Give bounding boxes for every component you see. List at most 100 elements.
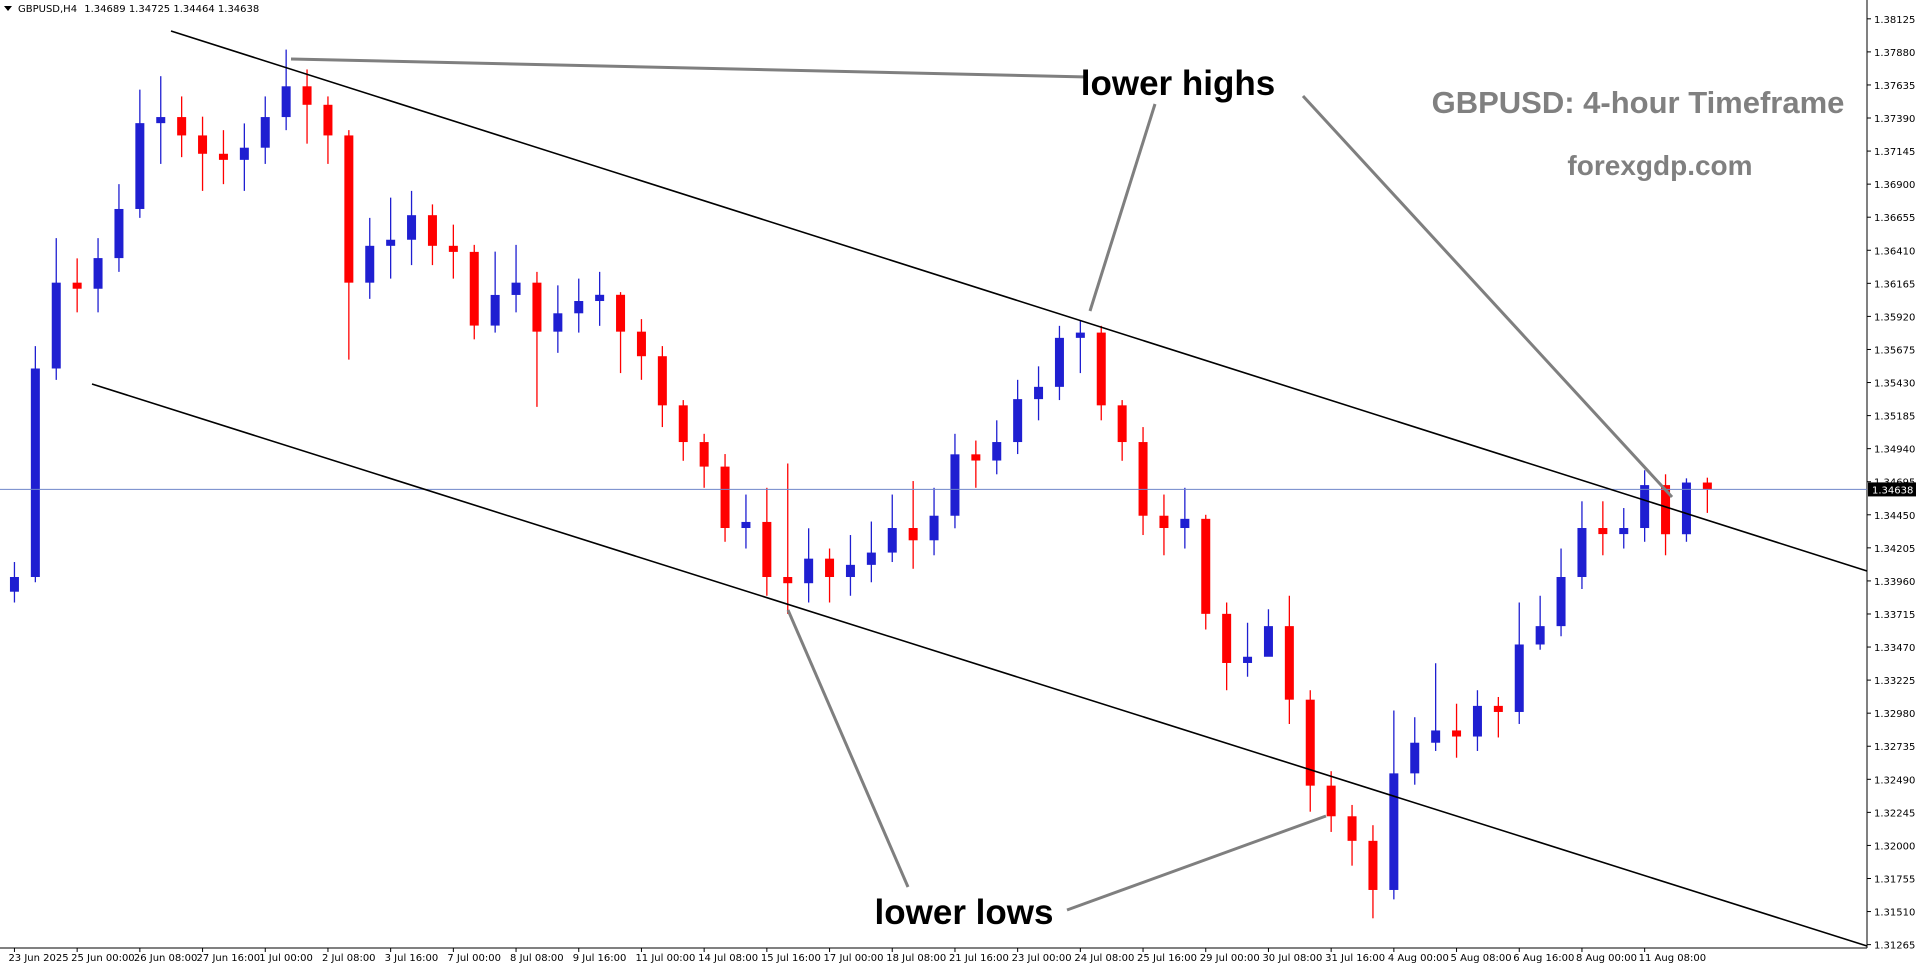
lower-channel-line [91, 383, 1868, 947]
candle-body [1243, 656, 1253, 663]
candle-body [1493, 705, 1503, 712]
drawings [91, 30, 1868, 947]
x-tick-label: 23 Jul 00:00 [1012, 953, 1072, 964]
y-tick-label: 1.36410 [1874, 246, 1915, 257]
candle-body [177, 117, 187, 136]
menu-arrow [4, 6, 12, 11]
candle-body [804, 558, 814, 584]
candle-body [135, 123, 145, 209]
candle-body [1096, 332, 1106, 406]
candle-body [1702, 482, 1712, 490]
x-tick-label: 11 Jul 00:00 [635, 953, 695, 964]
candle-body [762, 521, 772, 578]
last-low: 1.34464 [173, 4, 214, 15]
x-tick-label: 23 Jun 2025 [8, 953, 68, 964]
x-tick-label: 30 Jul 08:00 [1262, 953, 1322, 964]
x-tick-label: 8 Jul 08:00 [510, 953, 564, 964]
y-tick-label: 1.32245 [1874, 808, 1915, 819]
info-label: GBPUSD,H4 1.34689 1.34725 1.34464 1.3463… [18, 4, 259, 15]
y-tick-label: 1.31265 [1874, 941, 1915, 952]
pointer [1301, 94, 1674, 499]
candle-body [1598, 528, 1608, 535]
annotation: lower lows [875, 893, 1054, 932]
candle-body [1535, 626, 1545, 645]
x-tick-label: 3 Jul 16:00 [385, 953, 439, 964]
candle-body [260, 117, 270, 148]
candle-body [1201, 518, 1211, 614]
y-tick-label: 1.36900 [1874, 180, 1915, 191]
candle-body [574, 301, 584, 314]
y-tick-label: 1.33715 [1874, 610, 1915, 621]
candle-body [1681, 482, 1691, 535]
candle-body [1556, 577, 1566, 627]
y-tick-label: 1.33470 [1874, 643, 1915, 654]
candle-body [1431, 730, 1441, 743]
y-tick-label: 1.37880 [1874, 48, 1915, 59]
annotation: forexgdp.com [1567, 150, 1752, 181]
y-tick-label: 1.37390 [1874, 114, 1915, 125]
annotation: lower highs [1081, 64, 1275, 103]
symbol: GBPUSD,H4 [18, 4, 77, 15]
x-tick-label: 4 Aug 00:00 [1388, 953, 1449, 964]
y-tick-label: 1.31755 [1874, 874, 1915, 885]
candle-body [1305, 699, 1315, 786]
candle-body [9, 577, 19, 592]
candle-body [1117, 405, 1127, 443]
last-open: 1.34689 [84, 4, 125, 15]
candle-body [636, 331, 646, 357]
candle-body [532, 282, 542, 332]
x-tick-label: 31 Jul 16:00 [1325, 953, 1385, 964]
candle-body [1013, 399, 1023, 443]
x-tick-label: 29 Jul 00:00 [1200, 953, 1260, 964]
candle-body [302, 86, 312, 105]
candle-body [511, 282, 521, 295]
candle-body [699, 442, 709, 467]
y-tick-label: 1.35430 [1874, 379, 1915, 390]
x-tick-label: 1 Jul 00:00 [259, 953, 313, 964]
x-tick-label: 5 Aug 08:00 [1451, 953, 1512, 964]
candle-body [657, 356, 667, 406]
candle-body [1368, 840, 1378, 890]
y-tick-label: 1.32980 [1874, 709, 1915, 720]
pointer [786, 609, 910, 888]
x-tick-label: 27 Jun 16:00 [197, 953, 261, 964]
candle-body [281, 86, 291, 118]
candle-body [825, 558, 835, 578]
candle-body [469, 251, 479, 326]
candle-body [1661, 485, 1671, 535]
x-tick-label: 11 Aug 08:00 [1639, 953, 1706, 964]
candle-body [1180, 518, 1190, 529]
x-tick-label: 25 Jul 16:00 [1137, 953, 1197, 964]
candle-body [1054, 337, 1064, 387]
y-tick-label: 1.32490 [1874, 775, 1915, 786]
candle-body [198, 135, 208, 154]
y-tick-label: 1.32000 [1874, 841, 1915, 852]
price-label: 1.34638 [1872, 485, 1913, 496]
candle-body [1138, 442, 1148, 516]
x-tick-label: 25 Jun 00:00 [71, 953, 135, 964]
candle-body [845, 564, 855, 578]
candle-body [344, 135, 354, 283]
candle-body [51, 282, 61, 369]
annotation: GBPUSD: 4-hour Timeframe [1432, 85, 1845, 120]
candle-body [1284, 626, 1294, 700]
candle-body [448, 245, 458, 252]
y-tick-label: 1.34940 [1874, 445, 1915, 456]
pointer [1066, 814, 1327, 912]
candle-body [218, 153, 228, 160]
pointer [1088, 103, 1157, 312]
candle-body [992, 442, 1002, 461]
candle-body [72, 282, 82, 289]
x-tick-label: 6 Aug 16:00 [1513, 953, 1574, 964]
x-tick-label: 18 Jul 08:00 [886, 953, 946, 964]
candle-body [93, 258, 103, 289]
last-high: 1.34725 [129, 4, 170, 15]
candle-body [1326, 785, 1336, 817]
candle-body [1472, 705, 1482, 737]
x-tick-label: 17 Jul 00:00 [824, 953, 884, 964]
candle-body [971, 454, 981, 461]
candle-body [1452, 730, 1462, 737]
candle-body [30, 368, 40, 578]
last-close: 1.34638 [218, 4, 259, 15]
